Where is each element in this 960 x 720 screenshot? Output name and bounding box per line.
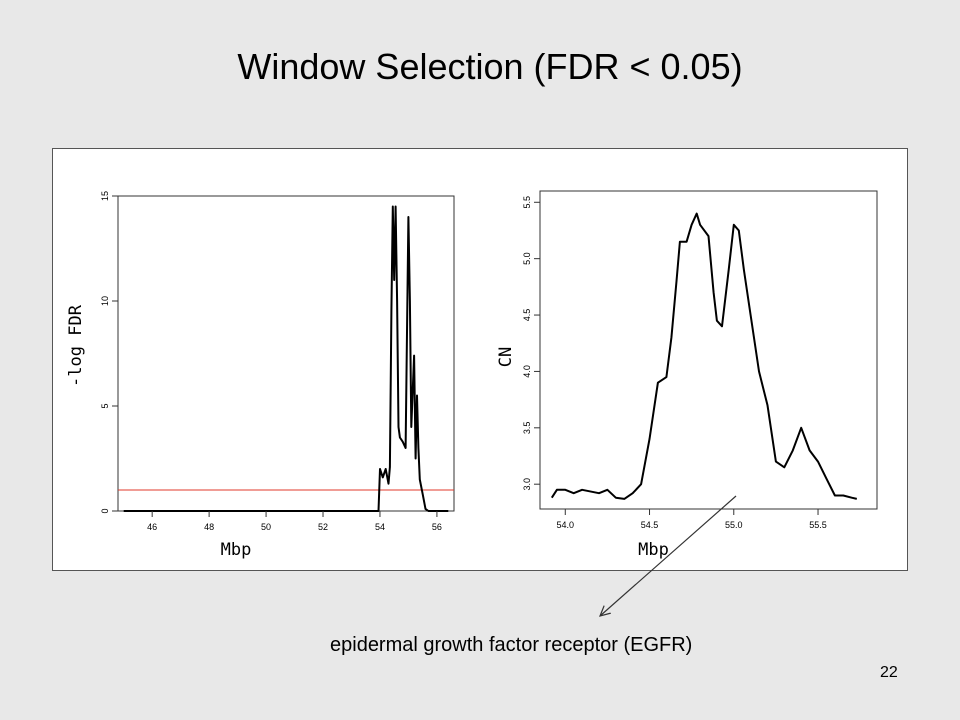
fdr-y-tick-label: 10 [100, 296, 110, 306]
cn-y-tick-label: 5.0 [522, 252, 532, 265]
cn-y-tick-label: 3.0 [522, 478, 532, 491]
slide-title: Window Selection (FDR < 0.05) [237, 46, 743, 87]
fdr-chart: 46 48 50 52 54 56 0 5 10 15 Mbp -log FDR [66, 191, 455, 560]
fdr-y-tick-label: 5 [100, 403, 110, 408]
fdr-plot-frame [117, 195, 455, 512]
fdr-x-axis-label: Mbp [221, 540, 252, 560]
cn-x-tick-label: 54.5 [641, 520, 659, 530]
fdr-y-ticks: 0 5 10 15 [100, 191, 118, 514]
cn-x-axis-label: Mbp [638, 540, 669, 560]
fdr-y-axis-label: -log FDR [66, 304, 86, 387]
cn-y-ticks: 3.0 3.5 4.0 4.5 5.0 5.5 [522, 196, 540, 490]
fdr-x-tick-label: 54 [375, 522, 385, 532]
cn-y-tick-label: 5.5 [522, 196, 532, 209]
cn-y-tick-label: 4.0 [522, 365, 532, 378]
cn-x-tick-label: 54.0 [557, 520, 575, 530]
fdr-x-ticks: 46 48 50 52 54 56 [147, 511, 442, 532]
figure-panel: 46 48 50 52 54 56 0 5 10 15 Mbp -log FDR 54.0 54.… [52, 148, 908, 571]
cn-chart: 54.0 54.5 55.0 55.5 3.03.54.04.55.05.5 Mbp … [496, 190, 878, 560]
fdr-y-tick-label: 15 [100, 191, 110, 201]
cn-series-line [550, 212, 858, 500]
fdr-x-tick-label: 50 [261, 522, 271, 532]
cn-y-tick-label: 3.5 [522, 422, 532, 435]
cn-x-tick-label: 55.5 [809, 520, 827, 530]
fdr-x-tick-label: 46 [147, 522, 157, 532]
fdr-y-tick-label: 0 [100, 508, 110, 513]
fdr-x-tick-label: 48 [204, 522, 214, 532]
fdr-x-tick-label: 52 [318, 522, 328, 532]
page-number: 22 [880, 664, 898, 681]
egfr-annotation: epidermal growth factor receptor (EGFR) [330, 634, 693, 656]
cn-y-tick-label: 4.5 [522, 309, 532, 322]
cn-x-ticks: 54.0 54.5 55.0 55.5 [557, 509, 827, 530]
cn-x-tick-label: 55.0 [725, 520, 743, 530]
fdr-x-tick-label: 56 [432, 522, 442, 532]
cn-y-axis-label: CN [496, 347, 516, 367]
fdr-series-line [123, 205, 449, 512]
